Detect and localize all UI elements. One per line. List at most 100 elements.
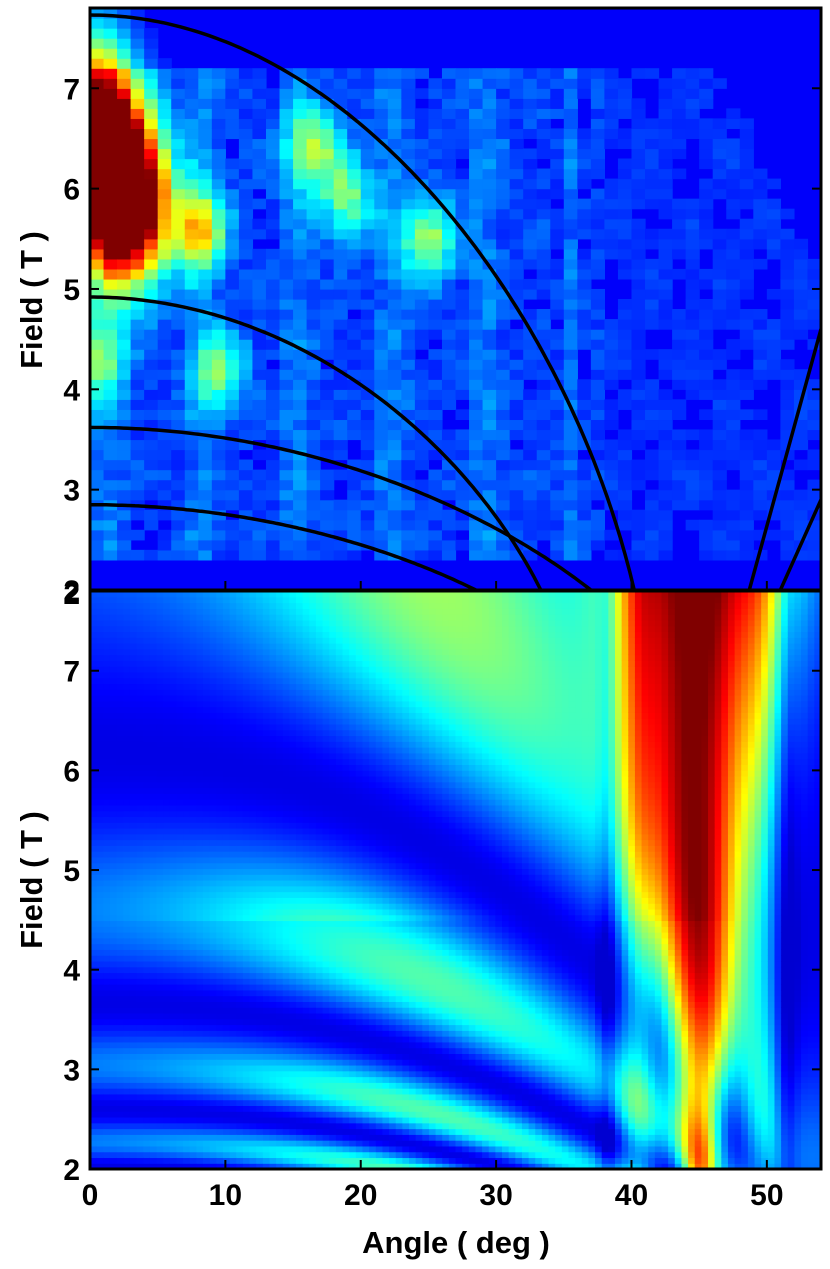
top-heatmap-cell [509,369,524,380]
top-heatmap-cell [617,429,633,441]
bottom-heatmap-cell [149,1163,158,1169]
top-heatmap-cell [157,138,172,150]
bottom-heatmap-cell [183,943,191,950]
top-heatmap-cell [590,158,606,170]
bottom-heatmap-cell [123,735,131,742]
top-heatmap-cell [550,108,565,119]
bottom-heatmap-cell [169,747,177,754]
top-heatmap-cell [536,238,551,250]
bottom-heatmap-cell [149,972,158,979]
bottom-heatmap-cell [149,920,158,927]
top-heatmap-cell [347,78,362,89]
bottom-heatmap-cell [222,741,231,748]
top-heatmap-cell [604,419,619,431]
bottom-heatmap-cell [90,880,98,887]
top-heatmap-cell [550,68,565,79]
top-heatmap-cell [604,248,619,260]
bottom-heatmap-cell [222,1163,231,1169]
bottom-heatmap-cell [163,966,171,974]
bottom-heatmap-cell [183,1041,191,1049]
bottom-heatmap-cell [169,874,177,881]
bottom-heatmap-cell [96,1099,104,1107]
bottom-heatmap-cell [216,920,224,927]
top-heatmap-cell [563,278,578,290]
top-heatmap-cell [726,519,741,531]
top-heatmap-cell [509,409,524,421]
bottom-heatmap-cell [249,1076,257,1083]
top-heatmap-cell [658,148,673,160]
top-heatmap-cell [211,88,226,99]
top-heatmap-cell [685,519,700,531]
bottom-heatmap-cell [236,903,244,910]
top-heatmap-cell [211,489,226,501]
top-heatmap-cell [739,529,754,541]
top-heatmap-cell [374,68,389,79]
top-heatmap-cell [401,399,416,410]
top-heatmap-cell [198,198,213,210]
top-heatmap-cell [117,509,132,521]
bottom-heatmap-cell [129,827,138,835]
top-heatmap-cell [144,479,159,491]
bottom-heatmap-cell [109,1157,118,1164]
top-heatmap-cell [347,419,362,431]
bottom-heatmap-cell [129,1082,138,1089]
top-heatmap-cell [509,158,524,170]
top-heatmap-cell [685,288,700,300]
top-heatmap-cell [523,198,538,210]
bottom-heatmap-cell [202,689,211,696]
bottom-heatmap-cell [169,1053,177,1060]
bottom-heatmap-cell [242,1082,251,1089]
top-heatmap-cell [211,459,226,471]
bottom-heatmap-cell [163,827,171,835]
bottom-heatmap-cell [189,770,197,777]
bottom-heatmap-cell [103,660,111,667]
bottom-heatmap-cell [196,908,204,916]
bottom-heatmap-cell [209,862,217,870]
top-heatmap-cell [726,138,741,150]
top-heatmap-cell [347,379,362,390]
top-heatmap-cell [428,108,443,119]
bottom-heatmap-cell [176,810,184,818]
top-heatmap-cell [455,128,470,140]
top-heatmap-cell [455,288,470,300]
top-heatmap-cell [157,379,172,390]
bottom-heatmap-cell [189,1007,197,1014]
top-heatmap-cell [739,218,754,230]
bottom-heatmap-cell [222,995,231,1002]
top-heatmap-cell [387,489,402,501]
bottom-heatmap-cell [116,706,124,713]
top-heatmap-cell [211,529,226,541]
bottom-heatmap-cell [209,631,217,638]
bottom-heatmap-cell [229,856,237,864]
bottom-heatmap-cell [242,787,251,794]
bottom-heatmap-cell [96,804,104,812]
bottom-heatmap-cell [216,700,224,708]
top-heatmap-cell [238,178,254,190]
bottom-heatmap-cell [209,770,217,777]
top-heatmap-cell [90,339,105,350]
top-heatmap-cell [590,459,606,471]
bottom-heatmap-cell [216,1099,224,1107]
bottom-heatmap-cell [209,712,217,719]
top-heatmap-cell [252,108,267,119]
bottom-heatmap-cell [196,989,204,997]
top-heatmap-cell [238,88,254,99]
top-heatmap-cell [144,399,159,410]
top-heatmap-cell [401,499,416,511]
bottom-heatmap-cell [222,1082,231,1089]
top-heatmap-cell [617,499,633,511]
top-heatmap-cell [739,268,754,280]
top-heatmap-cell [238,128,254,140]
bottom-heatmap-cell [183,937,191,945]
bottom-heatmap-cell [169,654,177,661]
bottom-heatmap-cell [103,932,111,939]
bottom-heatmap-cell [176,735,184,742]
bottom-heatmap-cell [163,1157,171,1164]
bottom-heatmap-cell [116,810,124,818]
top-heatmap-cell [604,319,619,330]
bottom-heatmap-cell [90,683,98,690]
bottom-heatmap-cell [109,718,118,725]
bottom-heatmap-cell [209,856,217,864]
bottom-heatmap-cell [202,1128,211,1135]
bottom-heatmap-cell [163,1111,171,1118]
